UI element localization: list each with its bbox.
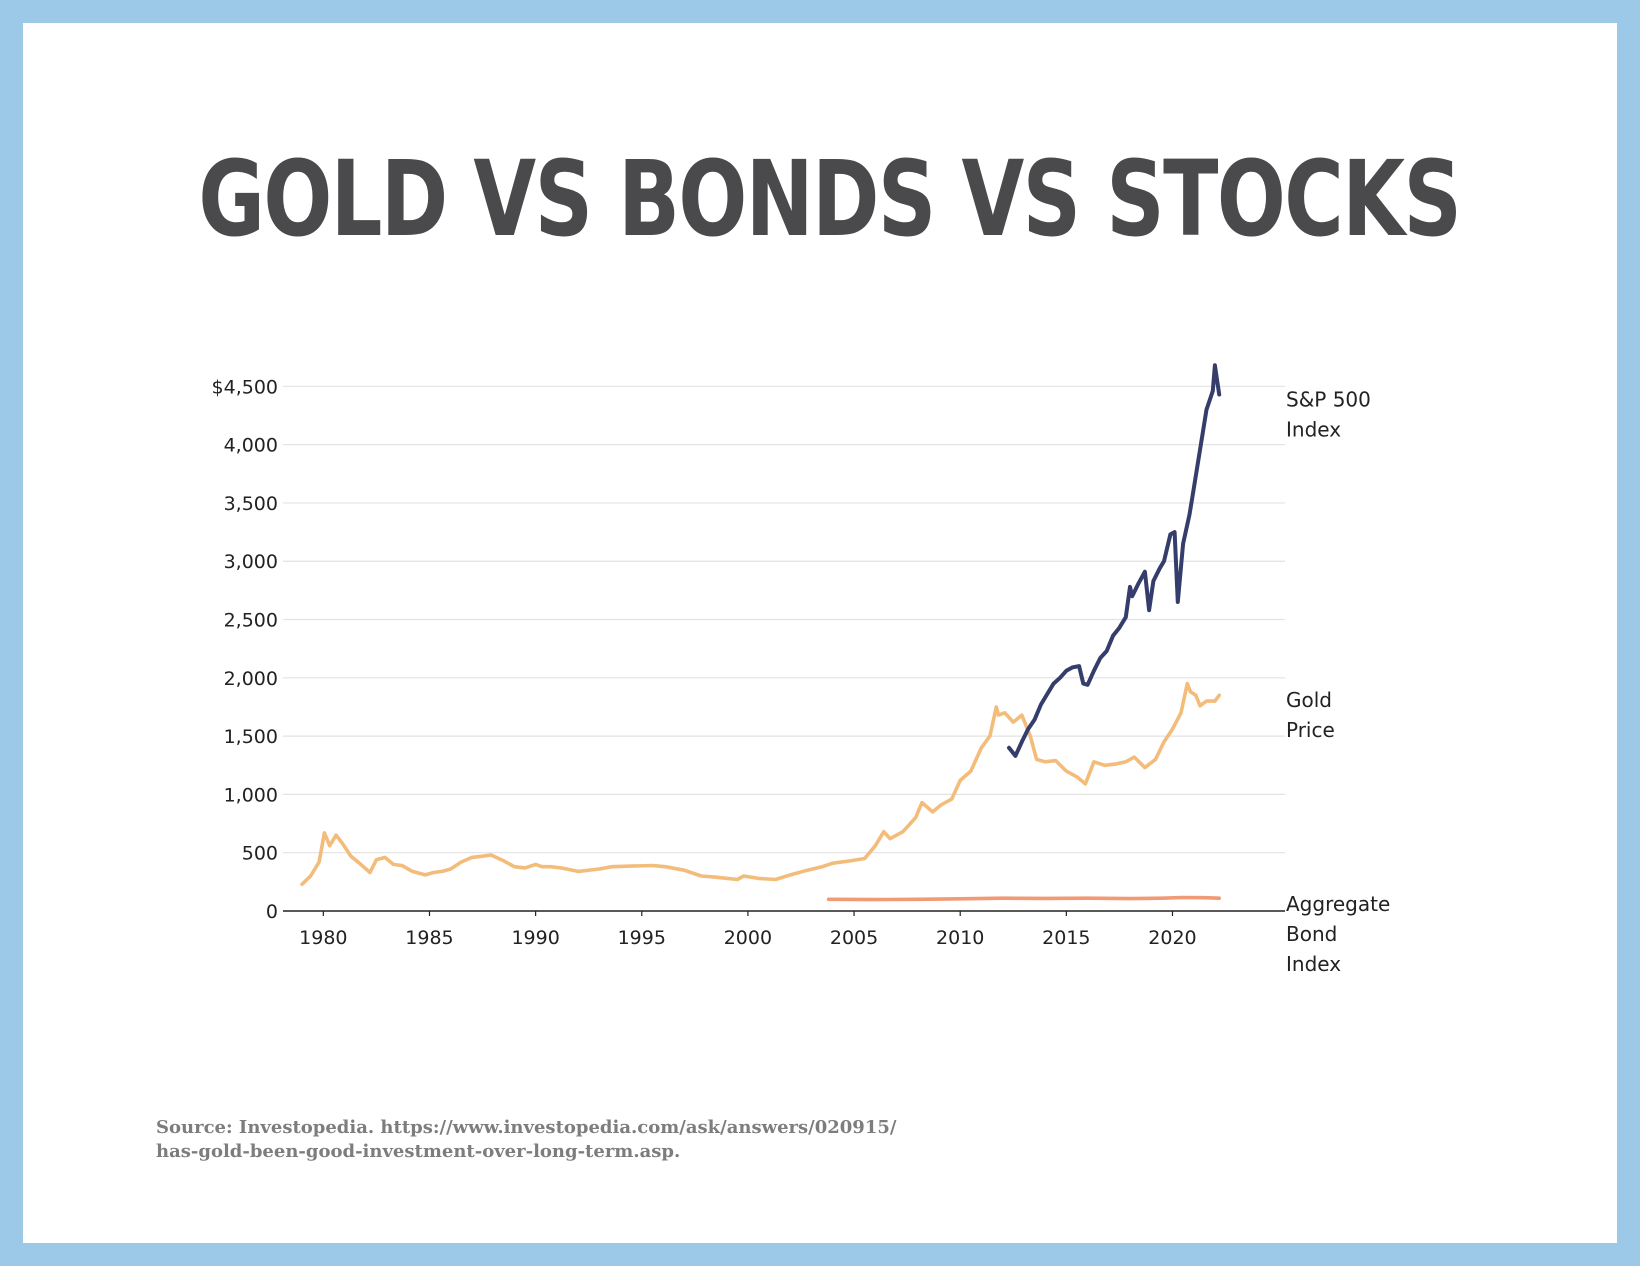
chart-title: GOLD VS BONDS VS STOCKS [198, 138, 1462, 260]
y-tick-label: 500 [242, 843, 278, 865]
series-label: Index [1286, 417, 1341, 441]
x-tick-label: 2010 [936, 927, 984, 949]
x-tick-label: 2000 [724, 927, 772, 949]
source-note: Source: Investopedia. https://www.invest… [156, 1116, 896, 1164]
y-tick-label: 1,500 [224, 726, 278, 748]
y-tick-label: $4,500 [212, 376, 278, 398]
y-tick-label: 3,000 [224, 551, 278, 573]
y-tick-label: 3,500 [224, 493, 278, 515]
x-tick-label: 2015 [1042, 927, 1090, 949]
source-line-2: has-gold-been-good-investment-over-long-… [156, 1141, 681, 1162]
source-line-1: Source: Investopedia. https://www.invest… [156, 1117, 897, 1138]
y-tick-label: 2,500 [224, 610, 278, 632]
series-label: Bond [1286, 922, 1337, 946]
series-label: Price [1286, 718, 1335, 742]
x-tick-label: 1995 [618, 927, 666, 949]
line-chart: 0 500 1,000 1,500 2,000 2,500 3,000 3,500 4,000 $… [212, 363, 1390, 976]
x-tick-label: 2005 [830, 927, 878, 949]
series-label: Aggregate [1286, 892, 1390, 916]
chart-card: GOLD VS BONDS VS STOCKS 0 500 1,000 1,500 2,… [23, 23, 1617, 1243]
y-tick-label: 4,000 [224, 435, 278, 457]
series-label: Gold [1286, 688, 1332, 712]
y-tick-label: 1,000 [224, 784, 278, 806]
y-tick-label: 0 [266, 901, 278, 923]
series-line [826, 895, 1221, 902]
x-tick-label: 1980 [299, 927, 347, 949]
x-tick-label: 1985 [405, 927, 453, 949]
y-tick-label: 2,000 [224, 668, 278, 690]
series-label: Index [1286, 952, 1341, 976]
series-label: S&P 500 [1286, 387, 1371, 411]
series-line [300, 681, 1221, 886]
x-tick-label: 1990 [511, 927, 559, 949]
x-tick-label: 2020 [1148, 927, 1196, 949]
series-line [1007, 363, 1222, 758]
